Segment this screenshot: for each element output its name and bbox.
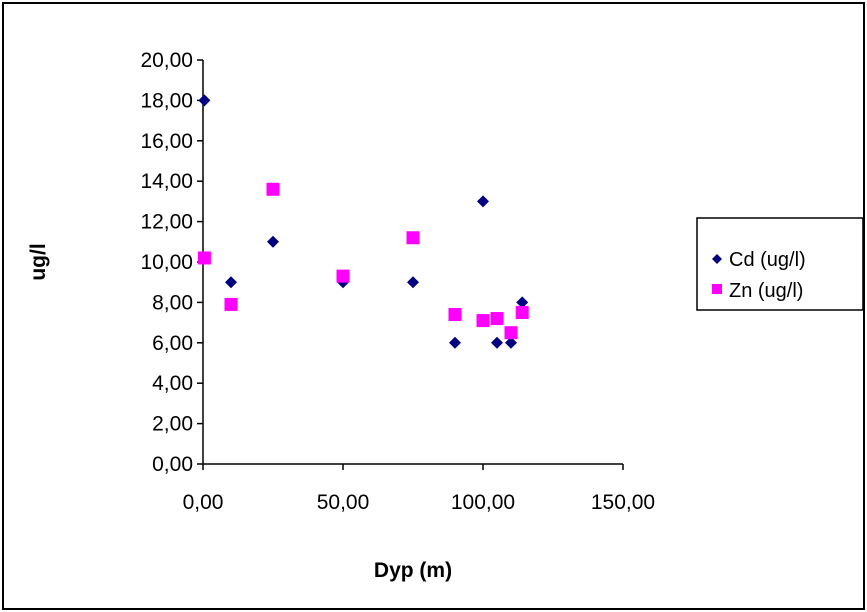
- cd-data-point: [516, 296, 529, 309]
- legend-marker-zn: [712, 284, 722, 294]
- cd-data-point: [449, 336, 461, 349]
- zn-data-point: [266, 182, 280, 196]
- zn-data-point: [515, 306, 529, 319]
- y-ticks: 0,00 2,00 4,00 6,00 8,00 10,00 12,00 14,00 16,00…: [140, 49, 203, 476]
- y-tick-label: 2,00: [152, 413, 193, 436]
- y-tick-label: 18,00: [140, 89, 193, 112]
- cd-data-point: [267, 235, 279, 248]
- cd-data-point: [505, 336, 517, 349]
- legend-marker-cd: [712, 254, 722, 264]
- x-tick-label: 0,00: [183, 491, 224, 514]
- legend-box: [696, 217, 864, 311]
- x-ticks: 0,00 50,00 100,00 150,00: [183, 464, 655, 514]
- zn-data-point: [197, 251, 211, 265]
- y-tick-label: 10,00: [140, 251, 193, 274]
- y-tick-label: 16,00: [140, 130, 193, 153]
- y-axis-title: ug/l: [27, 243, 50, 280]
- zn-data-point: [224, 297, 238, 311]
- x-axis-title: Dyp (m): [374, 559, 452, 582]
- y-tick-label: 4,00: [152, 372, 193, 395]
- cd-data-point: [491, 336, 503, 349]
- cd-data-point: [225, 276, 237, 289]
- y-tick-label: 0,00: [152, 453, 193, 476]
- plot-area: [203, 60, 623, 464]
- y-tick-label: 20,00: [140, 49, 193, 72]
- axes: [202, 60, 623, 465]
- legend-label-cd: Cd (ug/l): [729, 249, 806, 271]
- zn-data-point: [336, 269, 350, 283]
- cd-data-point: [407, 276, 419, 289]
- zn-data-point: [406, 231, 420, 245]
- legend: Cd (ug/l) Zn (ug/l): [696, 217, 864, 311]
- cd-data-point: [198, 94, 211, 107]
- zn-data-point: [504, 326, 518, 340]
- x-tick-label: 150,00: [591, 491, 655, 514]
- zn-data-point: [476, 314, 490, 328]
- x-tick-label: 50,00: [317, 491, 370, 514]
- zn-data-point: [448, 308, 462, 322]
- cd-data-point: [477, 195, 489, 208]
- zn-data-point: [490, 312, 504, 326]
- y-tick-label: 8,00: [152, 291, 193, 314]
- y-tick-label: 6,00: [152, 332, 193, 355]
- data-points: [197, 94, 529, 349]
- x-tick-label: 100,00: [451, 491, 515, 514]
- y-tick-label: 14,00: [140, 170, 193, 193]
- legend-label-zn: Zn (ug/l): [729, 280, 803, 302]
- y-tick-label: 12,00: [140, 211, 193, 234]
